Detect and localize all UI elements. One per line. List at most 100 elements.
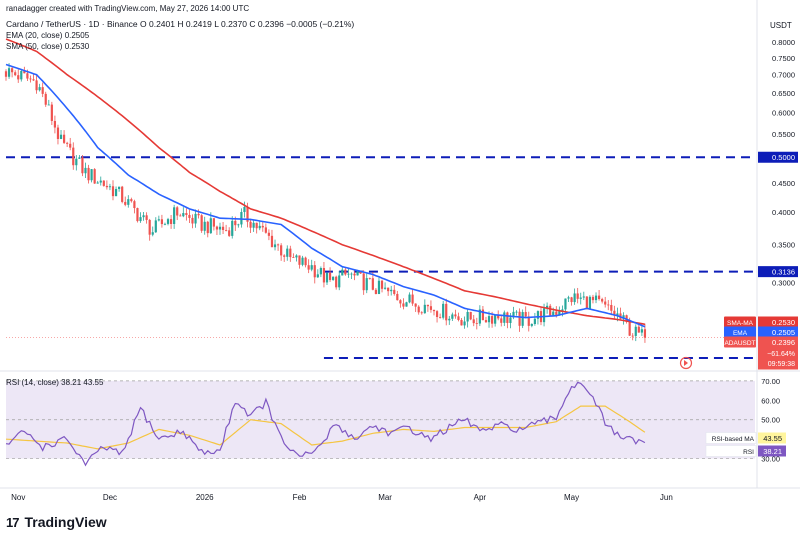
candle-body	[442, 303, 445, 318]
candle-body	[133, 201, 136, 209]
candle-body	[613, 310, 616, 316]
candle-body	[93, 169, 96, 184]
candle-body	[26, 73, 29, 79]
candle-body	[570, 297, 573, 303]
candle-body	[344, 269, 347, 275]
time-tick-label-1: Dec	[103, 493, 117, 502]
candle-body	[393, 289, 396, 294]
candle-body	[552, 311, 555, 316]
candle-body	[414, 303, 417, 307]
candle-body	[607, 304, 610, 306]
candle-body	[319, 268, 322, 275]
candle-body	[335, 276, 338, 288]
candle-body	[616, 313, 619, 316]
candle-body	[148, 219, 151, 235]
ema-legend[interactable]: EMA (20, close) 0.2505	[6, 31, 90, 40]
candle-body	[90, 169, 93, 181]
candle-body	[423, 304, 426, 314]
rsi-tag-name-text-0: RSI-based MA	[712, 436, 755, 443]
rsi-line	[5, 381, 646, 467]
candle-body	[203, 221, 206, 231]
candle-body	[276, 244, 280, 246]
price-tag-value-text-2: 0.2396	[772, 338, 795, 347]
rsi-tick-label-0: 70.00	[761, 377, 780, 386]
price-tag-name-text-0: SMA-MA	[727, 320, 754, 327]
price-tick-label-4: 0.6000	[772, 109, 795, 118]
candle-body	[14, 72, 17, 76]
candle-body	[35, 80, 38, 91]
candle-body	[145, 215, 148, 220]
candle-body	[166, 219, 170, 224]
ema-20-line	[5, 63, 646, 328]
candle-body	[597, 295, 601, 300]
candle-body	[295, 255, 298, 258]
candle-body	[454, 314, 457, 317]
level-price-label-0: 0.5000	[772, 153, 795, 162]
candle-body	[530, 324, 533, 326]
symbol-legend[interactable]: Cardano / TetherUS · 1D · Binance O 0.24…	[6, 19, 355, 29]
candle-body	[448, 318, 451, 321]
candle-body	[206, 221, 209, 234]
candle-body	[365, 278, 368, 291]
candle-body	[494, 315, 497, 324]
candle-body	[549, 305, 552, 316]
sma-legend[interactable]: SMA (50, close) 0.2530	[6, 42, 90, 51]
candle-body	[261, 225, 264, 228]
price-tag-extra	[758, 347, 798, 370]
candle-body	[298, 255, 301, 265]
candle-body	[50, 104, 53, 121]
replay-icon-arrow	[684, 360, 688, 366]
time-tick-label-7: Jun	[660, 493, 673, 502]
candle-body	[108, 186, 112, 188]
candle-body	[118, 186, 121, 190]
candle-body	[338, 275, 341, 288]
bar-countdown-label: 09:59:38	[768, 361, 795, 368]
candle-body	[396, 293, 399, 301]
sma-50-line	[5, 38, 646, 326]
candle-body	[350, 273, 353, 275]
rsi-legend[interactable]: RSI (14, close) 38.21 43.55	[6, 378, 104, 387]
candle-body	[38, 87, 41, 91]
candle-body	[460, 319, 463, 326]
candle-body	[209, 218, 212, 234]
candle-body	[509, 317, 512, 323]
candle-body	[487, 316, 491, 323]
candle-body	[579, 297, 582, 299]
candle-body	[472, 319, 475, 324]
candle-body	[32, 79, 35, 81]
candle-body	[99, 180, 102, 183]
candle-body	[72, 147, 75, 166]
candle-body	[567, 297, 570, 299]
candle-body	[237, 224, 240, 226]
candle-body	[221, 226, 225, 231]
candle-body	[139, 217, 142, 222]
candle-body	[490, 316, 494, 324]
candle-body	[29, 78, 32, 80]
replay-icon	[679, 356, 693, 370]
candle-body	[136, 208, 139, 222]
tradingview-logo-text: TradingView	[24, 514, 107, 530]
candle-body	[347, 273, 350, 275]
rsi-tag-value-1	[758, 445, 786, 457]
price-change-label: −61.64%	[767, 351, 795, 358]
candle-body	[255, 222, 258, 229]
candle-body	[463, 321, 466, 326]
candle-body	[304, 257, 307, 266]
tradingview-logo-icon: 17	[6, 514, 20, 530]
candle-body	[7, 68, 11, 77]
candle-body	[47, 104, 50, 106]
candle-body	[353, 273, 356, 276]
candle-body	[228, 230, 231, 236]
candle-body	[426, 304, 429, 307]
candle-body	[622, 315, 625, 319]
candle-body	[53, 120, 57, 128]
candle-body	[23, 71, 26, 74]
candle-body	[601, 299, 604, 302]
rsi-tag-name-0	[705, 432, 757, 444]
price-tick-label-9: 0.3500	[772, 241, 795, 250]
candle-body	[124, 201, 127, 205]
candle-body	[377, 280, 381, 294]
time-tick-label-2: 2026	[196, 493, 214, 502]
candle-body	[179, 215, 182, 217]
